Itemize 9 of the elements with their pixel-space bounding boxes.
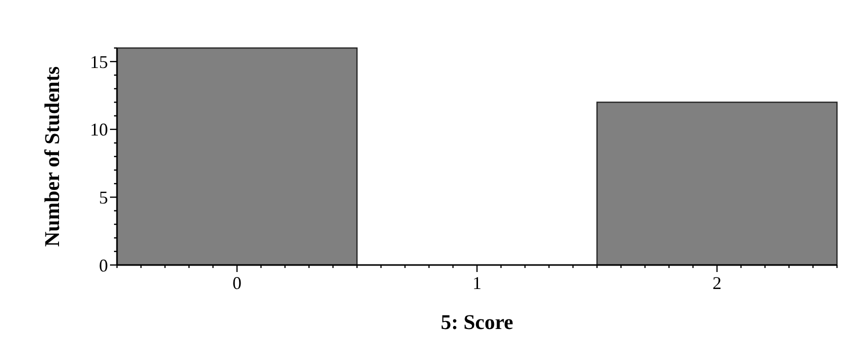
- y-tick-label: 0: [99, 255, 108, 276]
- y-axis-title: Number of Students: [40, 66, 64, 247]
- x-tick-label: 2: [712, 273, 722, 293]
- y-tick-label: 10: [90, 120, 108, 140]
- x-tick-label: 1: [472, 273, 482, 293]
- x-axis-title: 5: Score: [440, 310, 514, 334]
- y-tick-label: 5: [99, 187, 108, 208]
- x-tick-label: 0: [232, 273, 242, 293]
- y-tick-label: 15: [90, 52, 108, 72]
